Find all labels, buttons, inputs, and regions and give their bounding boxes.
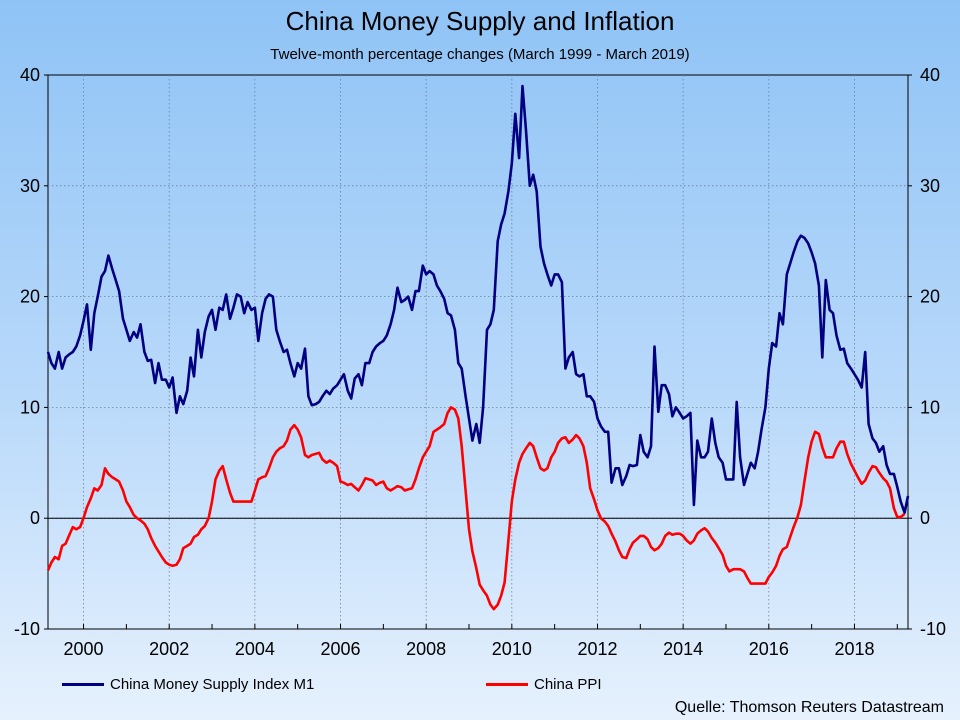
y-tick-label-right: 10 [920, 397, 940, 417]
legend-swatch-m1 [62, 683, 104, 686]
x-tick-label: 2000 [64, 639, 104, 659]
x-tick-label: 2014 [663, 639, 703, 659]
x-tick-label: 2010 [492, 639, 532, 659]
chart-title: China Money Supply and Inflation [285, 6, 675, 36]
chart-subtitle: Twelve-month percentage changes (March 1… [270, 46, 690, 63]
series-line-m1 [46, 84, 910, 514]
y-tick-label-right: 0 [920, 508, 930, 528]
x-tick-label: 2008 [406, 639, 446, 659]
source-note: Quelle: Thomson Reuters Datastream [674, 699, 944, 716]
y-tick-label-right: 40 [920, 65, 940, 85]
y-tick-label-right: 30 [920, 176, 940, 196]
x-tick-label: 2006 [320, 639, 360, 659]
x-tick-label: 2004 [235, 639, 275, 659]
y-tick-label-right: 20 [920, 287, 940, 307]
legend-swatch-ppi [486, 683, 528, 686]
y-tick-label-left: 40 [20, 65, 40, 85]
legend-item-ppi: China PPI [486, 676, 602, 693]
y-tick-label-right: -10 [920, 619, 946, 639]
legend-label-m1: China Money Supply Index M1 [110, 676, 315, 693]
axes: -10 -10 0 0 10 10 20 20 30 30 40 40 2000 2002 2004 2006… [14, 65, 946, 659]
x-tick-label: 2018 [834, 639, 874, 659]
series-line-ppi [46, 406, 906, 611]
grid [48, 75, 908, 629]
legend-label-ppi: China PPI [534, 676, 602, 693]
y-tick-label-left: 20 [20, 287, 40, 307]
y-tick-label-left: 30 [20, 176, 40, 196]
plot-area [47, 74, 909, 630]
y-tick-label-left: -10 [14, 619, 40, 639]
series-layer [46, 84, 910, 611]
y-tick-label-left: 0 [30, 508, 40, 528]
x-tick-label: 2016 [749, 639, 789, 659]
x-tick-label: 2012 [577, 639, 617, 659]
legend-item-m1: China Money Supply Index M1 [62, 676, 314, 693]
x-tick-label: 2002 [149, 639, 189, 659]
y-tick-label-left: 10 [20, 397, 40, 417]
